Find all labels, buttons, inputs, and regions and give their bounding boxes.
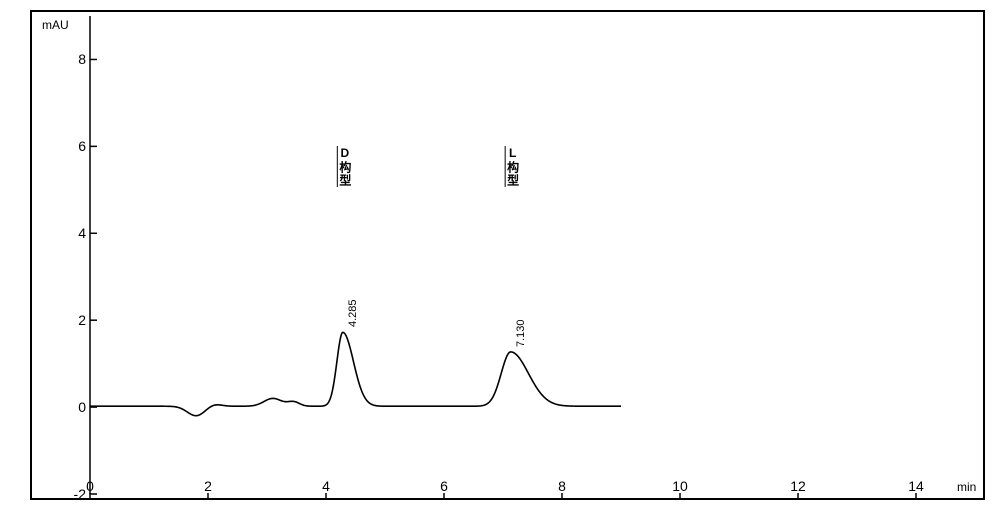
peak-label: D构型 xyxy=(337,146,354,187)
x-tick-label: 12 xyxy=(790,478,806,494)
peak-retention-label: 4.285 xyxy=(347,300,359,328)
x-tick-label: 4 xyxy=(322,478,330,494)
y-tick-label: 4 xyxy=(62,225,86,241)
x-tick-label: 0 xyxy=(86,478,94,494)
y-tick-label: 0 xyxy=(62,399,86,415)
y-tick-label: 2 xyxy=(62,312,86,328)
x-tick-label: 2 xyxy=(204,478,212,494)
peak-retention-label: 7.130 xyxy=(515,319,527,347)
y-tick-label: 8 xyxy=(62,51,86,67)
x-tick-label: 10 xyxy=(672,478,688,494)
y-axis-unit: mAU xyxy=(42,18,69,32)
chromatogram-chart: mAU min 02468101214-202468D构型4.285L构型7.1… xyxy=(0,0,1000,520)
x-tick-label: 14 xyxy=(908,478,924,494)
x-tick-label: 8 xyxy=(558,478,566,494)
x-axis-unit: min xyxy=(957,480,976,494)
y-tick-label: 6 xyxy=(62,138,86,154)
y-tick-label: -2 xyxy=(62,486,86,502)
x-tick-label: 6 xyxy=(440,478,448,494)
peak-label: L构型 xyxy=(505,146,522,187)
chromatogram-svg xyxy=(0,0,1000,520)
